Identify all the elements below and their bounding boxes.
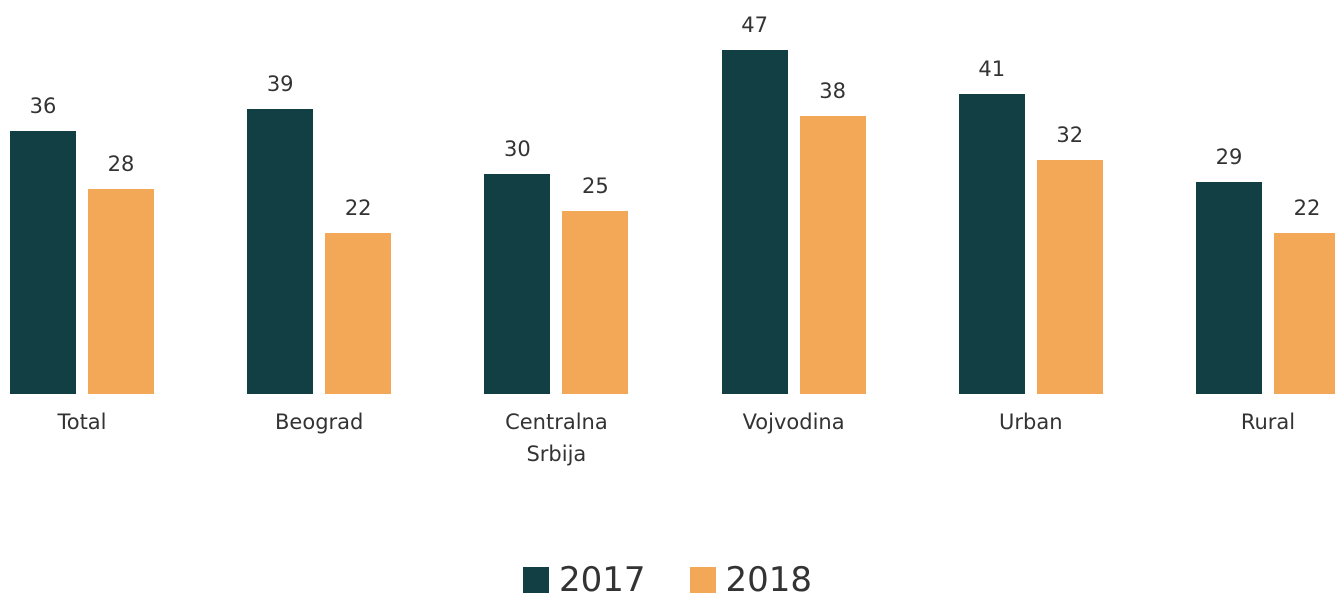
value-label: 39	[266, 71, 294, 96]
value-label: 28	[107, 152, 135, 177]
value-label: 47	[741, 13, 768, 37]
value-label: 30	[504, 137, 531, 162]
x-tick-label: Rural	[1240, 410, 1296, 434]
bar	[958, 93, 1025, 394]
bar	[1196, 181, 1262, 394]
value-label: 22	[1293, 195, 1321, 220]
legend-swatch	[689, 567, 716, 593]
value-label: 41	[978, 56, 1006, 81]
value-label: 25	[582, 174, 609, 199]
x-tick-label: Centralna Srbija	[505, 410, 608, 466]
bar	[484, 174, 551, 394]
bar	[10, 130, 76, 394]
value-label: 38	[819, 78, 846, 103]
x-tick-label: Vojvodina	[742, 410, 845, 434]
bar	[88, 189, 154, 394]
value-label: 29	[1215, 144, 1243, 169]
legend-label: 2017	[558, 560, 646, 600]
legend-item: 2017	[522, 560, 646, 600]
value-label: 36	[29, 93, 57, 118]
x-tick-label: Urban	[999, 410, 1063, 434]
legend-swatch	[522, 567, 549, 593]
bar	[799, 115, 866, 394]
bar	[247, 108, 314, 394]
legend-label: 2018	[725, 560, 813, 600]
bar	[1036, 159, 1103, 394]
value-label: 22	[344, 195, 372, 220]
x-tick-label: Beograd	[275, 410, 364, 434]
value-label: 32	[1056, 122, 1084, 147]
bar	[562, 211, 629, 394]
bar	[325, 232, 392, 394]
legend: 2017 2018	[0, 560, 1335, 600]
x-tick-label: Total	[57, 410, 107, 434]
bar	[1274, 232, 1335, 394]
legend-item: 2018	[689, 560, 813, 600]
bar	[721, 50, 788, 394]
